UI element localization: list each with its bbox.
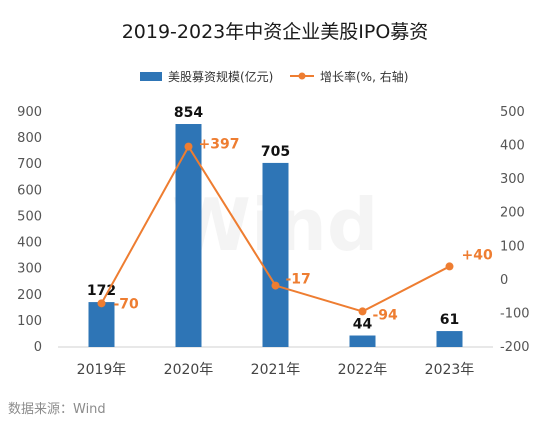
bar [88,302,115,347]
right-axis-tick: 500 [500,105,525,120]
legend-line-label: 增长率(%, 右轴) [320,69,408,84]
bar [175,124,202,347]
right-axis-tick: 200 [500,206,525,221]
rate-value-label: -70 [114,296,140,312]
x-axis-tick: 2020年 [164,362,214,378]
left-axis-tick: 400 [17,236,42,251]
left-axis-tick: 100 [17,314,42,329]
rate-point [184,142,193,151]
right-axis-tick: 0 [500,273,508,288]
rate-point [358,307,367,316]
rate-point [271,281,280,290]
rate-point [445,262,454,271]
right-axis-tick: -200 [500,340,530,355]
bar [349,335,376,347]
x-axis-tick: 2022年 [338,362,388,378]
x-axis: 2019年 2020年 2021年 2022年 2023年 [77,362,475,378]
left-axis-tick: 0 [34,340,42,355]
x-axis-tick: 2019年 [77,362,127,378]
x-axis-tick: 2023年 [425,362,475,378]
rate-value-label: -17 [286,272,311,288]
legend-bar-label: 美股募资规模(亿元) [168,69,273,84]
bar [262,162,289,347]
left-axis-tick: 500 [17,209,42,224]
x-axis-tick: 2021年 [251,362,301,378]
left-axis-tick: 600 [17,183,42,198]
left-axis-tick: 700 [17,157,42,172]
bar-value-label: 172 [87,283,116,299]
bar-value-label: 44 [353,317,373,333]
source-note: 数据来源：Wind [8,402,106,417]
legend-bar-swatch [140,72,162,81]
right-axis-tick: 400 [500,139,525,154]
right-axis-tick: -100 [500,306,530,321]
left-axis-tick: 800 [17,131,42,146]
rate-value-label: -94 [373,307,399,323]
bar-value-label: 705 [261,144,290,160]
rate-series: -70 +397 -17 -94 +40 [97,137,493,323]
left-axis: 0 100 200 300 400 500 600 700 800 900 [17,105,42,355]
left-axis-tick: 200 [17,288,42,303]
legend: 美股募资规模(亿元) 增长率(%, 右轴) [140,69,408,84]
rate-value-label: +40 [462,247,493,263]
rate-point [97,299,106,308]
chart-title: 2019-2023年中资企业美股IPO募资 [122,21,429,43]
right-axis-tick: 300 [500,172,525,187]
right-axis-tick: 100 [500,239,525,254]
bar-series: 172 854 705 44 61 [87,105,463,347]
legend-line-marker [298,72,306,80]
right-axis: -200 -100 0 100 200 300 400 500 [500,105,530,355]
bar [436,331,463,347]
bar-value-label: 61 [440,312,459,328]
left-axis-tick: 900 [17,105,42,120]
rate-value-label: +397 [199,137,240,153]
left-axis-tick: 300 [17,262,42,277]
bar-value-label: 854 [174,105,203,121]
